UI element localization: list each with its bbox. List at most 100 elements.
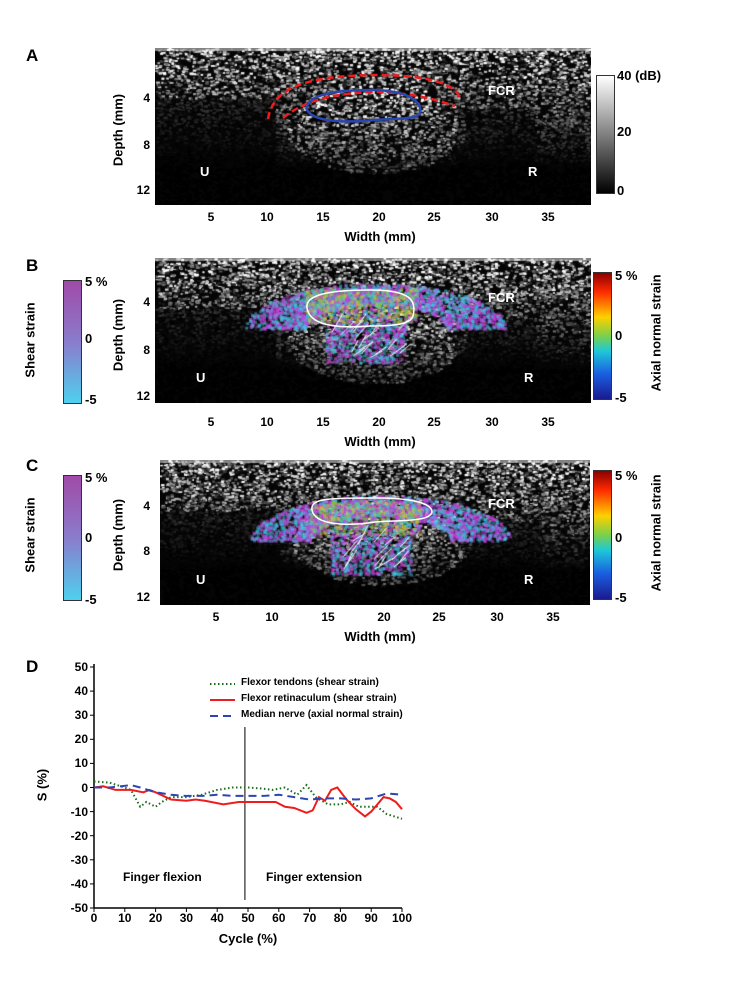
- xtick-a: 5: [207, 210, 215, 224]
- colorbar-db-label: 40 (dB): [617, 68, 662, 83]
- xtick-c: 10: [265, 610, 279, 624]
- y-tick-label: -40: [70, 876, 88, 891]
- shear-colorbar-label: 0: [85, 530, 93, 545]
- x-tick-label: 50: [241, 911, 255, 925]
- axial-colorbar-label: 5 %: [615, 268, 638, 283]
- x-tick-label: 80: [333, 911, 348, 925]
- xtick-b: 20: [372, 415, 386, 429]
- ytick-c: 12: [136, 590, 150, 604]
- colorbar-db: [596, 75, 615, 194]
- x-tick-label: 10: [118, 911, 132, 925]
- shear-colorbar-label: 5 %: [85, 470, 108, 485]
- x-tick-label: 20: [148, 911, 163, 925]
- xlabel-b: Width (mm): [344, 434, 416, 449]
- legend-entry: Flexor retinaculum (shear strain): [241, 693, 397, 704]
- axial-colorbar-label: 0: [615, 530, 623, 545]
- finger-extension-label: Finger extension: [266, 870, 363, 884]
- xtick-b: 15: [316, 415, 330, 429]
- y-tick-label: 20: [74, 732, 88, 747]
- x-tick-label: 70: [302, 911, 317, 925]
- panel-label-d: D: [26, 657, 39, 676]
- xtick-c: 25: [432, 610, 446, 624]
- xtick-a: 20: [372, 210, 386, 224]
- xtick-c: 20: [377, 610, 391, 624]
- ytick-a: 4: [143, 91, 150, 105]
- chart-ylabel: S (%): [34, 768, 50, 802]
- xtick-b: 30: [485, 415, 499, 429]
- xtick-a: 25: [427, 210, 441, 224]
- nerve-contour-c: [311, 497, 433, 525]
- nerve-contour-b: [306, 289, 415, 328]
- retinaculum-contour: [266, 73, 462, 120]
- roi-contours-a: [266, 73, 462, 123]
- ulnar-label-c: U: [196, 572, 206, 587]
- axial-colorbar-b: [593, 272, 612, 400]
- xtick-b: 35: [541, 415, 555, 429]
- ulnar-label-a: U: [200, 164, 210, 179]
- series-line-2: [94, 784, 403, 801]
- radial-label-a: R: [528, 164, 538, 179]
- panel-label-c: C: [26, 456, 39, 475]
- chart-xlabel: Cycle (%): [218, 931, 278, 946]
- shear-colorbar-b: [63, 280, 82, 404]
- fcr-label-a: FCR: [488, 83, 515, 98]
- axial-colorbar-c: [593, 470, 612, 600]
- y-tick-label: -50: [70, 901, 88, 915]
- y-tick-label: -10: [70, 804, 88, 819]
- ytick-b: 8: [143, 343, 150, 357]
- xtick-c: 5: [212, 610, 220, 624]
- series-line-1: [93, 785, 403, 818]
- series-line-0: [93, 780, 403, 820]
- ytick-c: 4: [143, 499, 150, 513]
- y-tick-label: -20: [70, 828, 88, 843]
- xtick-a: 30: [485, 210, 499, 224]
- panel-label-a: A: [26, 46, 39, 65]
- axial-colorbar-label: 0: [615, 328, 623, 343]
- legend-entry: Flexor tendons (shear strain): [241, 677, 379, 688]
- ulnar-label-b: U: [196, 370, 206, 385]
- xtick-a: 15: [316, 210, 330, 224]
- colorbar-db-label: 0: [617, 183, 625, 198]
- xtick-c: 35: [546, 610, 560, 624]
- fcr-label-b: FCR: [488, 290, 515, 305]
- ytick-a: 12: [136, 183, 150, 197]
- x-tick-label: 40: [210, 911, 224, 925]
- xtick-c: 30: [490, 610, 504, 624]
- x-tick-label: 60: [272, 911, 286, 925]
- ytick-a: 8: [143, 138, 150, 152]
- y-tick-label: 0: [81, 780, 88, 795]
- axial-colorbar-label: -5: [615, 390, 627, 405]
- y-tick-label: 40: [74, 684, 88, 699]
- axial-colorbar-label: 5 %: [615, 468, 638, 483]
- shear-colorbar-c: [63, 475, 82, 601]
- xtick-b: 5: [207, 415, 215, 429]
- panel-label-b: B: [26, 256, 39, 275]
- median-nerve-contour: [305, 88, 422, 123]
- radial-label-c: R: [524, 572, 534, 587]
- finger-flexion-label: Finger flexion: [123, 870, 202, 884]
- ytick-c: 8: [143, 544, 150, 558]
- x-tick-label: 90: [364, 911, 378, 925]
- radial-label-b: R: [524, 370, 534, 385]
- x-tick-label: 100: [391, 911, 413, 925]
- ultrasound-strain-image-c: [160, 460, 590, 605]
- x-tick-label: 0: [90, 911, 98, 925]
- xlabel-c: Width (mm): [344, 629, 416, 644]
- y-tick-label: 30: [74, 708, 88, 723]
- colorbar-db-label: 20: [617, 124, 632, 139]
- shear-colorbar-label: -5: [85, 592, 97, 607]
- retinaculum-contour-inner: [282, 90, 456, 119]
- ytick-b: 12: [136, 389, 150, 403]
- xtick-c: 15: [321, 610, 335, 624]
- fcr-label-c: FCR: [488, 496, 515, 511]
- axial-colorbar-label: -5: [615, 590, 627, 605]
- ytick-b: 4: [143, 295, 150, 309]
- xlabel-a: Width (mm): [344, 229, 416, 244]
- legend-entry: Median nerve (axial normal strain): [241, 709, 403, 720]
- y-tick-label: -30: [70, 852, 88, 867]
- ultrasound-strain-image-b: [155, 258, 591, 403]
- xtick-a: 10: [260, 210, 274, 224]
- xtick-b: 10: [260, 415, 274, 429]
